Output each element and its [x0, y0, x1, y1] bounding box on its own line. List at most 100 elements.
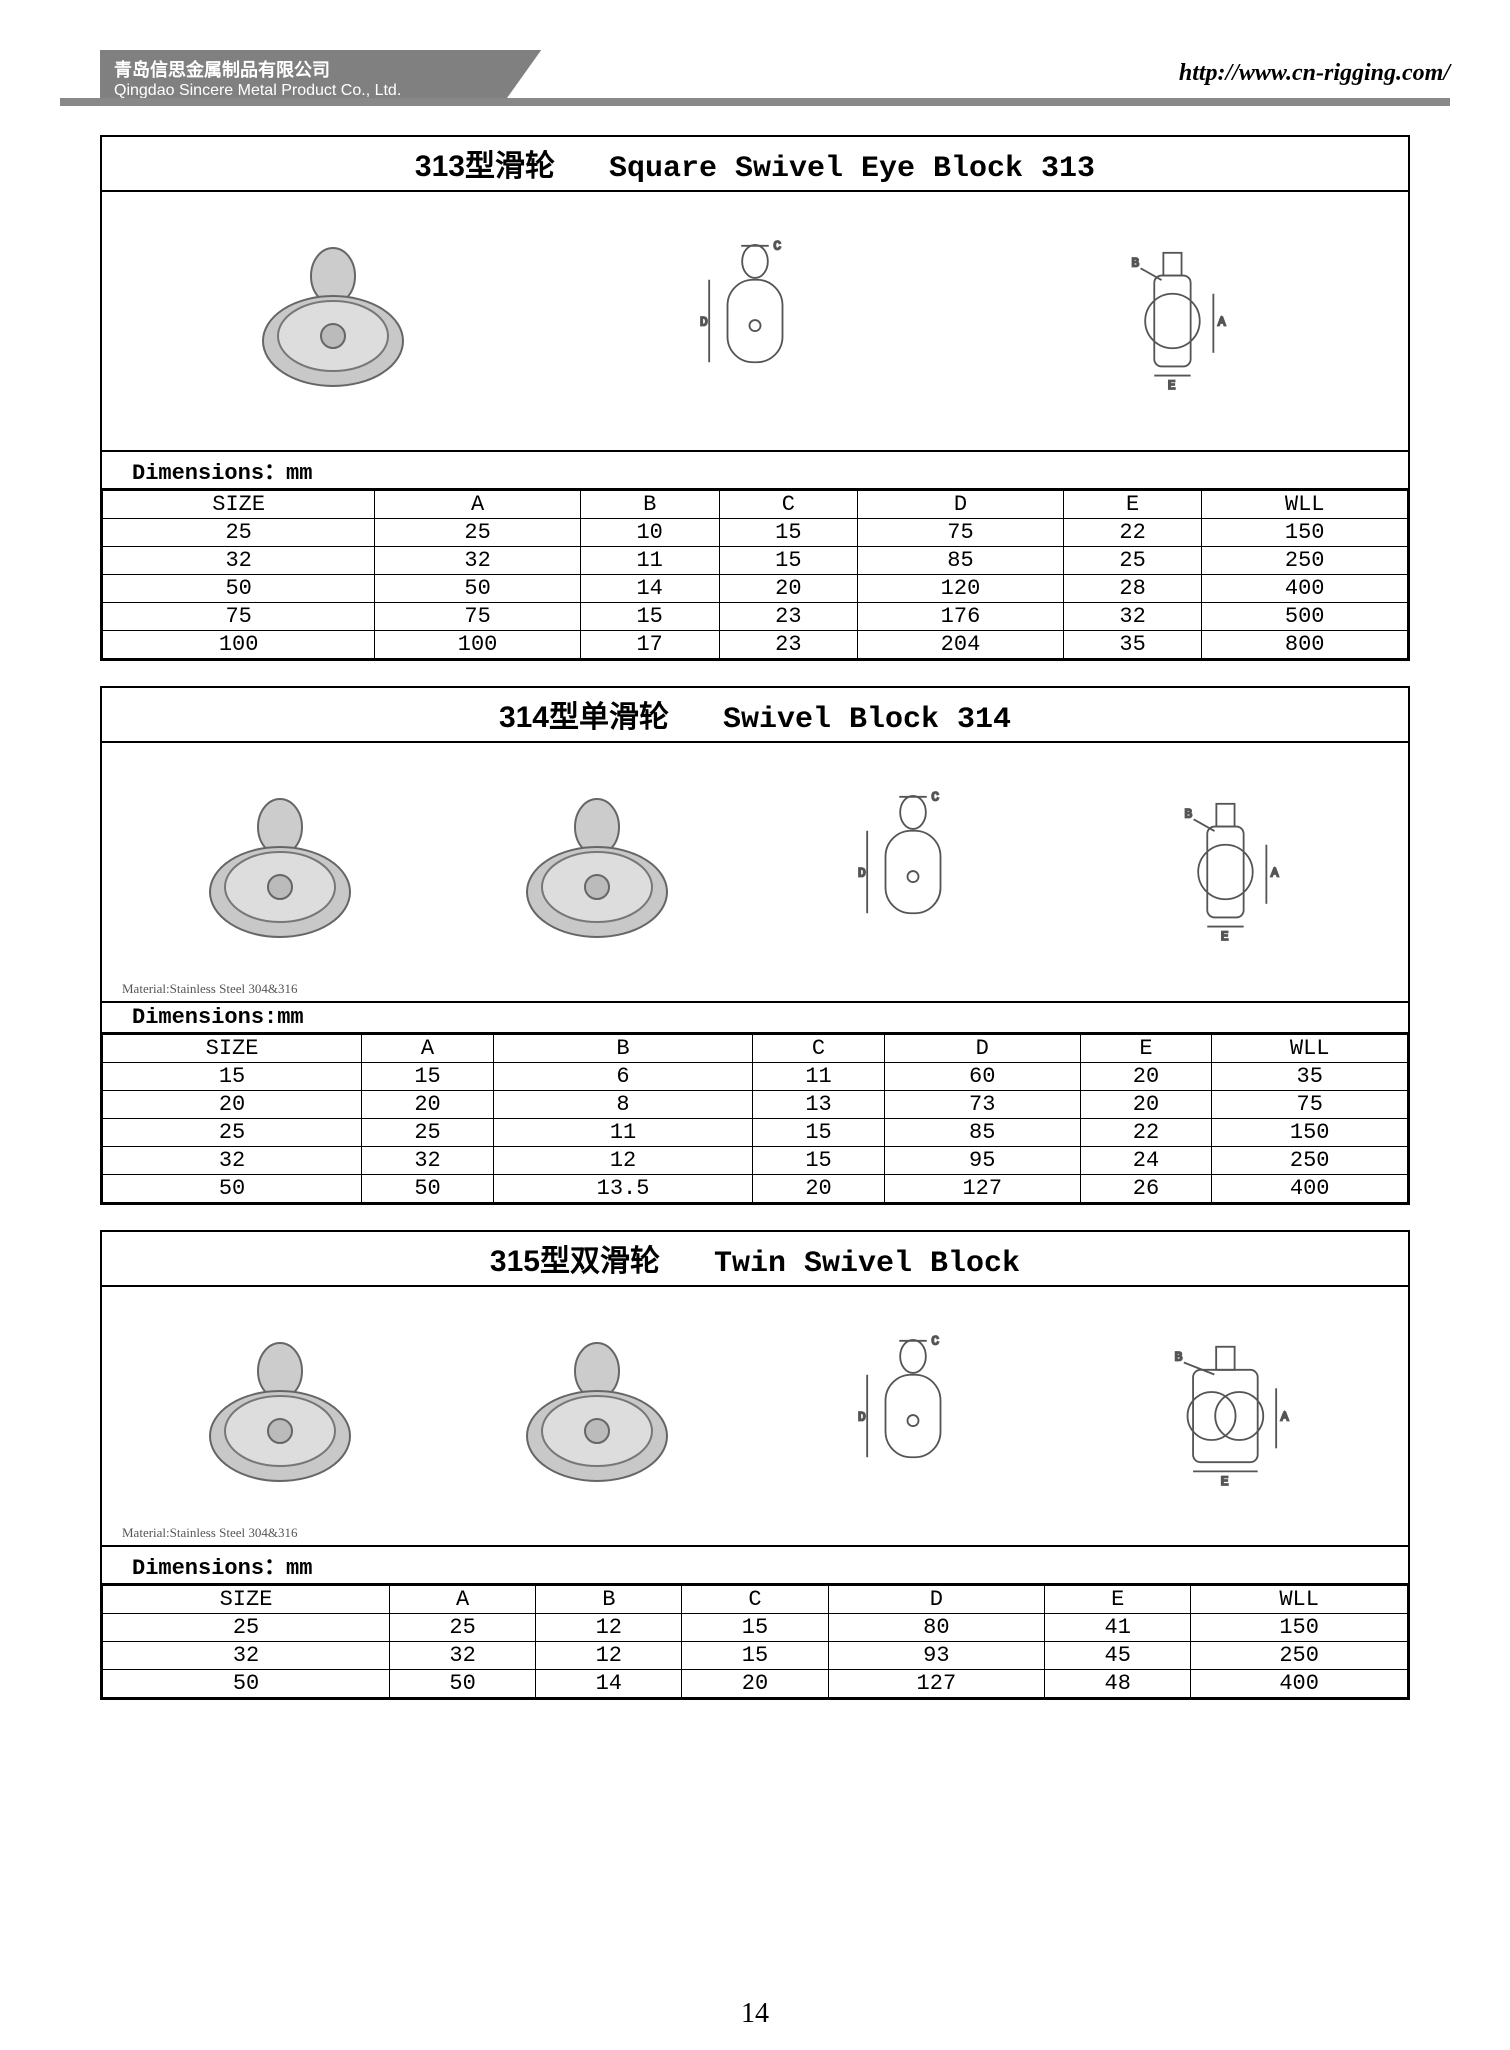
- table-cell: 400: [1202, 575, 1408, 603]
- table-cell: 15: [103, 1063, 362, 1091]
- svg-text:E: E: [1221, 929, 1229, 944]
- table-row: 323212159345250: [103, 1642, 1408, 1670]
- table-row: 252510157522150: [103, 519, 1408, 547]
- table-cell: 50: [103, 1670, 390, 1698]
- product-image-area: D C A E B: [102, 192, 1408, 452]
- table-cell: 120: [858, 575, 1064, 603]
- table-header-cell: A: [390, 1586, 536, 1614]
- table-header-cell: E: [1080, 1035, 1212, 1063]
- product-photo: [447, 1297, 748, 1535]
- table-cell: 23: [719, 603, 858, 631]
- product-title-en: Square Swivel Eye Block 313: [609, 152, 1095, 186]
- table-row: 323211158525250: [103, 547, 1408, 575]
- product-photo: [447, 753, 748, 991]
- table-cell: 20: [1080, 1063, 1212, 1091]
- table-cell: 8: [494, 1091, 753, 1119]
- dimensions-label: Dimensions：mm: [102, 1547, 1408, 1585]
- svg-text:B: B: [1174, 1350, 1182, 1365]
- table-header-cell: WLL: [1202, 491, 1408, 519]
- table-header-cell: A: [362, 1035, 494, 1063]
- table-cell: 250: [1212, 1147, 1408, 1175]
- product-block: 314型单滑轮 Swivel Block 314 D C A E B Mater…: [100, 686, 1410, 1205]
- table-cell: 50: [362, 1175, 494, 1203]
- product-image-area: D C A E B Material:Stainless Steel 304&3…: [102, 1287, 1408, 1547]
- table-cell: 176: [858, 603, 1064, 631]
- table-cell: 25: [103, 1614, 390, 1642]
- table-cell: 500: [1202, 603, 1408, 631]
- technical-drawing: A E B: [974, 202, 1380, 440]
- table-cell: 13.5: [494, 1175, 753, 1203]
- spec-table: SIZEABCDEWLL2525121580411503232121593452…: [102, 1585, 1408, 1698]
- table-cell: 15: [682, 1614, 828, 1642]
- table-cell: 15: [753, 1147, 885, 1175]
- dimensions-label: Dimensions:mm: [102, 1003, 1408, 1034]
- table-header-cell: C: [753, 1035, 885, 1063]
- table-header-cell: SIZE: [103, 491, 375, 519]
- table-cell: 250: [1202, 547, 1408, 575]
- table-cell: 17: [580, 631, 719, 659]
- table-cell: 50: [103, 1175, 362, 1203]
- company-name-cn: 青岛信思金属制品有限公司: [114, 56, 401, 82]
- product-title: 314型单滑轮 Swivel Block 314: [102, 688, 1408, 743]
- table-cell: 85: [858, 547, 1064, 575]
- technical-drawing: A E B: [1080, 1297, 1381, 1535]
- table-cell: 45: [1045, 1642, 1191, 1670]
- table-header-cell: B: [580, 491, 719, 519]
- svg-text:D: D: [858, 1410, 866, 1425]
- product-title-en: Twin Swivel Block: [714, 1247, 1020, 1281]
- table-header-cell: D: [828, 1586, 1045, 1614]
- product-title: 313型滑轮 Square Swivel Eye Block 313: [102, 137, 1408, 192]
- table-cell: 35: [1063, 631, 1202, 659]
- table-row: 5050142012028400: [103, 575, 1408, 603]
- table-header-cell: SIZE: [103, 1035, 362, 1063]
- table-header-row: SIZEABCDEWLL: [103, 1035, 1408, 1063]
- spec-table: SIZEABCDEWLL1515611602035202081373207525…: [102, 1034, 1408, 1203]
- table-cell: 250: [1191, 1642, 1408, 1670]
- svg-text:E: E: [1221, 1474, 1229, 1489]
- table-cell: 20: [103, 1091, 362, 1119]
- technical-drawing: D C: [763, 753, 1064, 991]
- table-cell: 15: [719, 547, 858, 575]
- table-header-cell: C: [719, 491, 858, 519]
- table-cell: 11: [494, 1119, 753, 1147]
- table-cell: 6: [494, 1063, 753, 1091]
- table-cell: 25: [362, 1119, 494, 1147]
- table-cell: 32: [362, 1147, 494, 1175]
- table-header-row: SIZEABCDEWLL: [103, 491, 1408, 519]
- table-cell: 25: [103, 519, 375, 547]
- table-cell: 13: [753, 1091, 885, 1119]
- product-photo: [130, 202, 536, 440]
- table-cell: 75: [1212, 1091, 1408, 1119]
- table-cell: 20: [753, 1175, 885, 1203]
- table-row: 1515611602035: [103, 1063, 1408, 1091]
- table-cell: 14: [536, 1670, 682, 1698]
- technical-drawing: D C: [763, 1297, 1064, 1535]
- svg-text:C: C: [932, 1334, 940, 1349]
- table-cell: 24: [1080, 1147, 1212, 1175]
- table-header-cell: B: [536, 1586, 682, 1614]
- table-header-cell: C: [682, 1586, 828, 1614]
- table-cell: 28: [1063, 575, 1202, 603]
- table-cell: 10: [580, 519, 719, 547]
- table-cell: 25: [1063, 547, 1202, 575]
- table-cell: 23: [719, 631, 858, 659]
- table-header-cell: D: [885, 1035, 1081, 1063]
- table-cell: 32: [375, 547, 581, 575]
- company-url: http://www.cn-rigging.com/: [1179, 60, 1450, 87]
- table-header-cell: D: [858, 491, 1064, 519]
- table-cell: 15: [682, 1642, 828, 1670]
- table-header-cell: A: [375, 491, 581, 519]
- table-row: 252512158041150: [103, 1614, 1408, 1642]
- table-cell: 204: [858, 631, 1064, 659]
- table-cell: 50: [375, 575, 581, 603]
- dimensions-label: Dimensions：mm: [102, 452, 1408, 490]
- table-cell: 20: [362, 1091, 494, 1119]
- table-cell: 50: [103, 575, 375, 603]
- table-cell: 150: [1202, 519, 1408, 547]
- table-cell: 20: [719, 575, 858, 603]
- product-title-en: Swivel Block 314: [723, 703, 1011, 737]
- table-cell: 150: [1191, 1614, 1408, 1642]
- table-cell: 25: [103, 1119, 362, 1147]
- table-cell: 800: [1202, 631, 1408, 659]
- svg-text:B: B: [1132, 255, 1140, 270]
